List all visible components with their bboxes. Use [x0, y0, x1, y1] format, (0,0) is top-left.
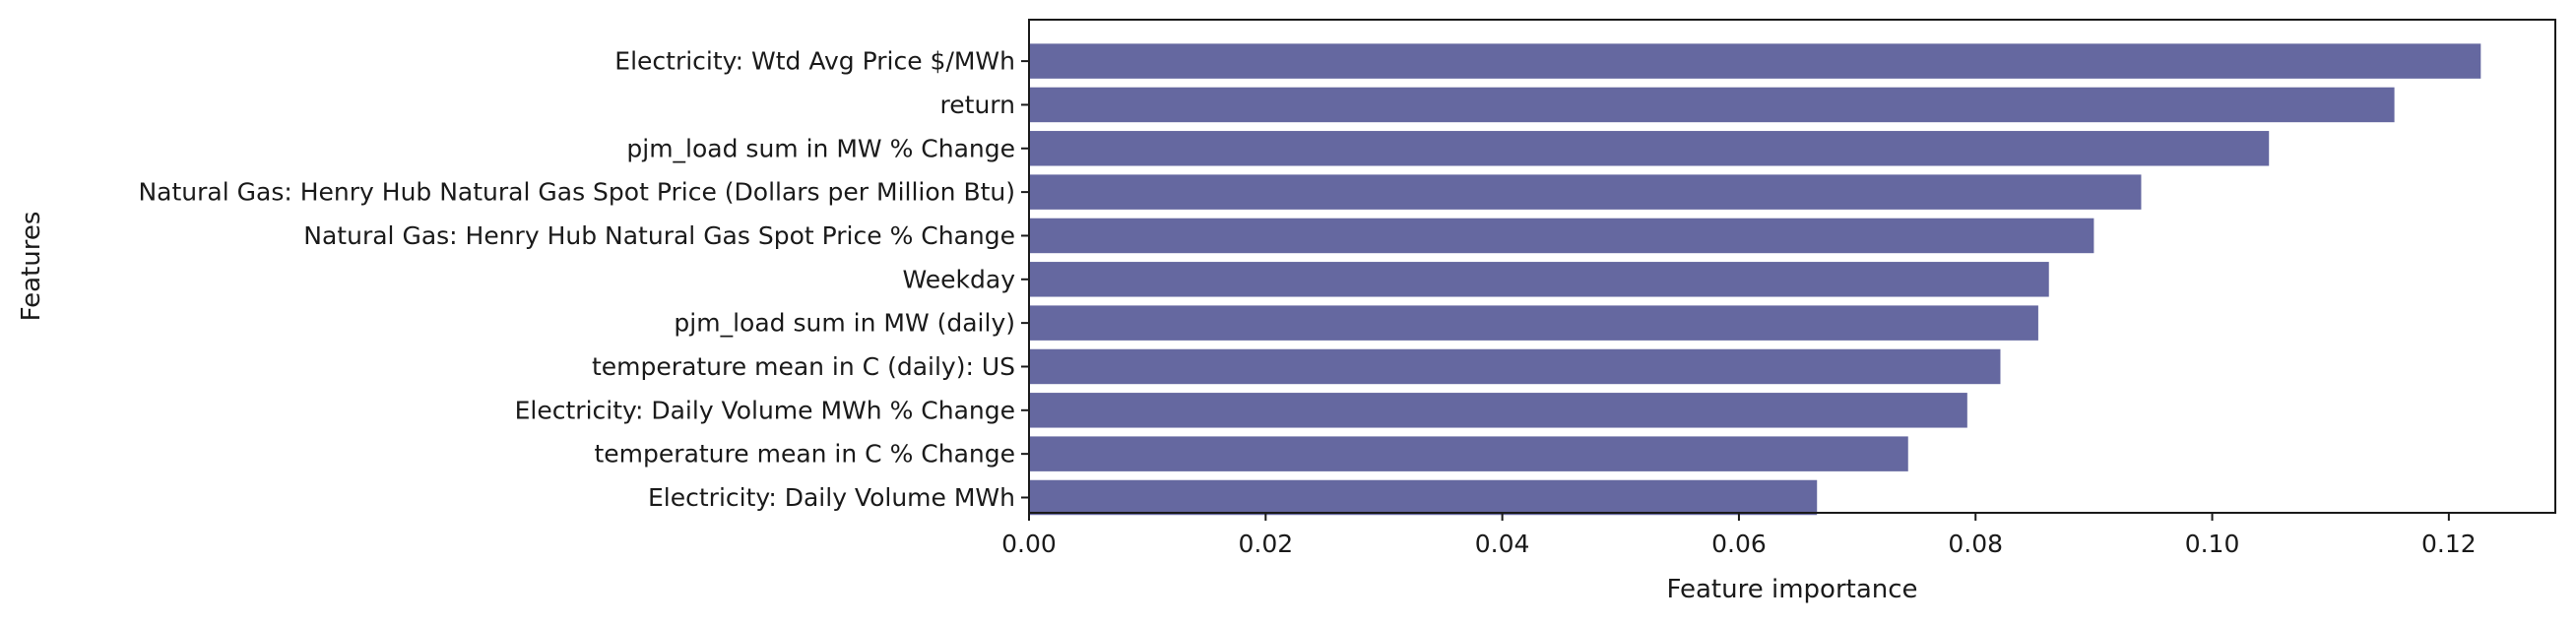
bar — [1029, 262, 2049, 297]
bar — [1029, 218, 2094, 254]
x-tick-label: 0.00 — [1001, 530, 1057, 558]
x-tick-label: 0.08 — [1948, 530, 2003, 558]
x-tick-label: 0.04 — [1475, 530, 1530, 558]
bar — [1029, 43, 2481, 79]
y-tick-labels: Electricity: Wtd Avg Price $/MWh return pj… — [138, 47, 1029, 512]
bar — [1029, 348, 2001, 385]
bar — [1029, 174, 2142, 210]
x-tick-label: 0.12 — [2421, 530, 2477, 558]
x-ticks-group: 0.00 0.02 0.04 0.06 0.08 0.10 0.12 — [1001, 513, 2477, 558]
x-axis-title: Feature importance — [1666, 575, 1917, 604]
y-tick-label: Electricity: Daily Volume MWh — [648, 483, 1015, 512]
y-tick-label: temperature mean in C (daily): US — [592, 352, 1015, 381]
bar — [1029, 393, 1967, 428]
x-tick-label: 0.06 — [1711, 530, 1767, 558]
y-axis-title: Features — [17, 212, 46, 322]
bar — [1029, 479, 1818, 516]
y-tick-label: return — [940, 91, 1015, 119]
y-tick-label: temperature mean in C % Change — [595, 440, 1016, 469]
bar — [1029, 436, 1908, 471]
bar — [1029, 87, 2395, 123]
y-tick-label: Natural Gas: Henry Hub Natural Gas Spot … — [138, 178, 1015, 207]
y-tick-label: Electricity: Wtd Avg Price $/MWh — [614, 47, 1015, 76]
y-tick-label: pjm_load sum in MW (daily) — [674, 309, 1015, 338]
x-tick-label: 0.02 — [1238, 530, 1293, 558]
bars-group — [1029, 43, 2481, 516]
bar — [1029, 305, 2038, 341]
y-tick-label: Natural Gas: Henry Hub Natural Gas Spot … — [303, 221, 1015, 250]
y-tick-label: Electricity: Daily Volume MWh % Change — [515, 396, 1015, 424]
y-tick-label: Weekday — [903, 265, 1016, 293]
plot-frame — [1028, 19, 2556, 514]
x-tick-label: 0.10 — [2185, 530, 2240, 558]
bar — [1029, 131, 2270, 166]
y-tick-label: pjm_load sum in MW % Change — [626, 134, 1015, 162]
